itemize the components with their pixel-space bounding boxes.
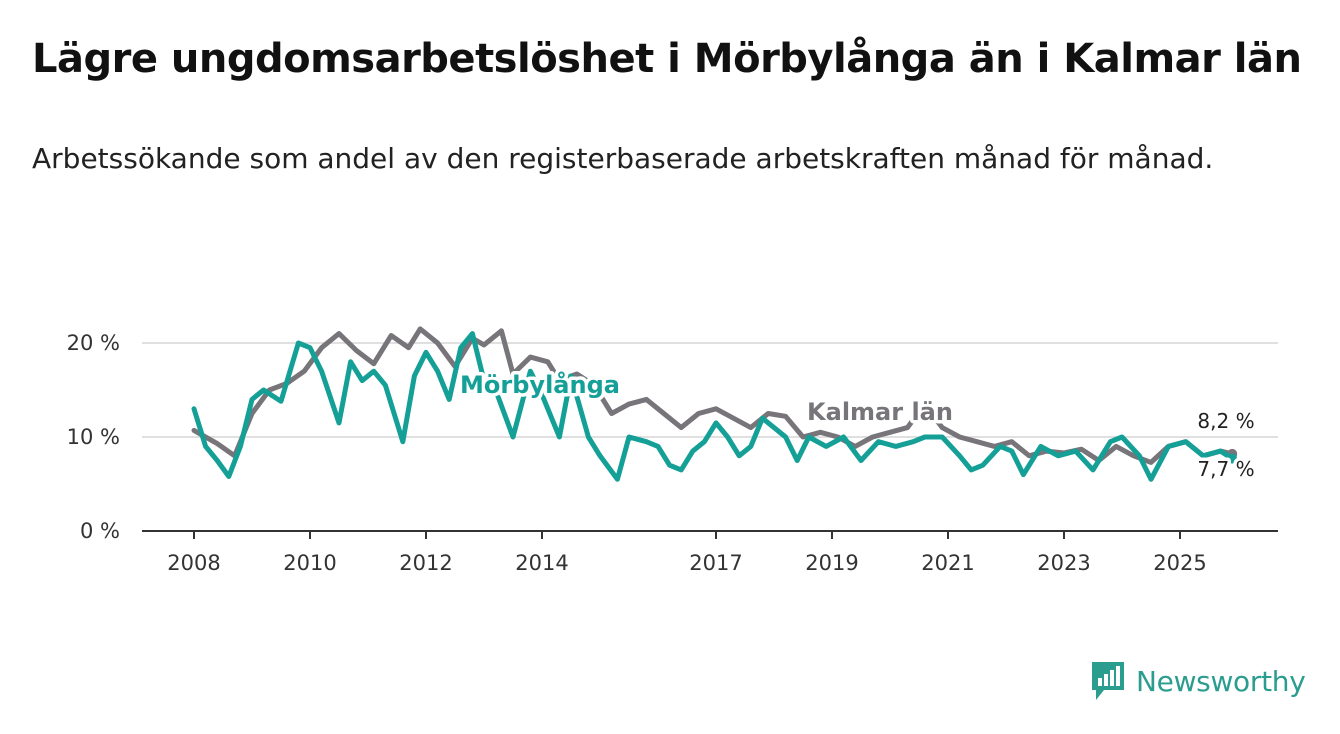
- x-tick-label: 2021: [921, 551, 974, 575]
- x-axis: 2008 2010 2012 2014 2017 2019 2021 2023 2025: [142, 530, 1278, 575]
- newsworthy-logo-icon: [1092, 662, 1124, 700]
- series-line-kalmar: [191, 326, 1235, 465]
- series-end-point: [1227, 453, 1238, 464]
- x-tick-label: 2008: [167, 551, 220, 575]
- chart-subtitle: Arbetssökande som andel av den registerb…: [32, 142, 1214, 175]
- series-line-morbylanga: [191, 331, 1235, 482]
- newsworthy-logo: Newsworthy: [1090, 660, 1306, 702]
- x-tick-label: 2019: [805, 551, 858, 575]
- x-tick-label: 2014: [515, 551, 568, 575]
- end-value-label-kalmar: 8,2 %: [1197, 409, 1254, 433]
- series-labels: Mörbylånga Kalmar län 8,2 % 7,7 %: [457, 367, 1259, 485]
- brand-name: Newsworthy: [1136, 664, 1306, 698]
- series-label-morbylanga: Mörbylånga: [460, 370, 620, 399]
- x-tick-label: 2017: [689, 551, 742, 575]
- x-tick-label: 2012: [399, 551, 452, 575]
- x-tick-label: 2025: [1153, 551, 1206, 575]
- y-tick-label: 10 %: [67, 425, 120, 449]
- chart-title: Lägre ungdomsarbetslöshet i Mörbylånga ä…: [32, 36, 1302, 82]
- y-tick-label: 20 %: [67, 331, 120, 355]
- series-lines: [191, 326, 1238, 482]
- x-tick-label: 2010: [283, 551, 336, 575]
- x-tick-label: 2023: [1037, 551, 1090, 575]
- end-value-label-morbylanga: 7,7 %: [1197, 457, 1254, 481]
- series-label-kalmar: Kalmar län: [807, 398, 953, 426]
- y-tick-label: 0 %: [80, 519, 120, 543]
- gridlines: 0 % 10 % 20 %: [67, 331, 1278, 543]
